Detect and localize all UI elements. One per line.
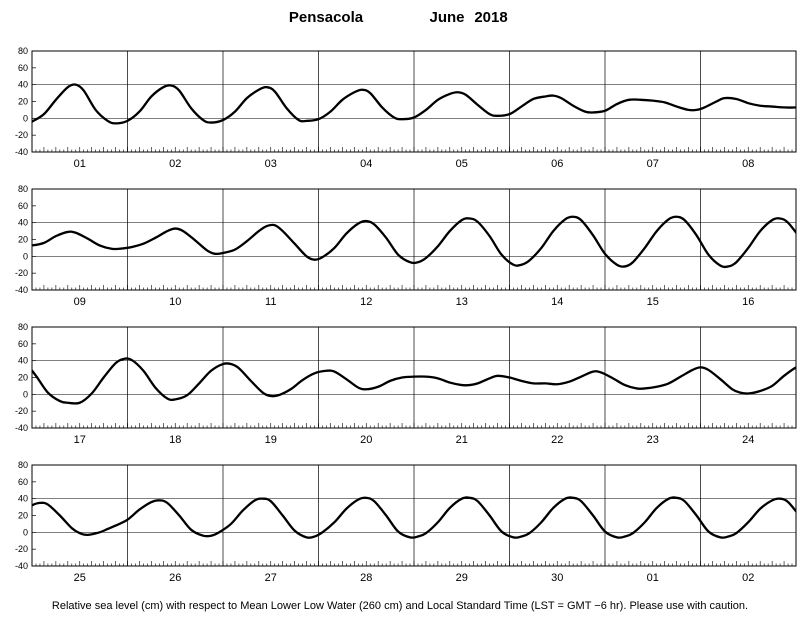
panel-4: -40 -20 0 20 40 60 80 25 26 27 28 29 30 01 02: [15, 460, 797, 584]
y-tick-label: 20: [18, 97, 28, 107]
day-label: 26: [169, 572, 181, 584]
day-label: 03: [265, 158, 277, 170]
y-tick-label: -40: [15, 285, 28, 295]
y-tick-label: 20: [18, 373, 28, 383]
day-label: 11: [265, 296, 276, 308]
day-label: 09: [74, 296, 86, 308]
day-label: 12: [360, 296, 372, 308]
y-tick-label: -20: [15, 406, 28, 416]
sea-level-line: [32, 83, 796, 125]
day-label: 13: [456, 296, 468, 308]
y-tick-label: 80: [18, 46, 28, 56]
y-tick-label: -20: [15, 544, 28, 554]
y-tick-label: 60: [18, 201, 28, 211]
day-label: 10: [169, 296, 181, 308]
day-label: 19: [265, 434, 277, 446]
day-label: 23: [647, 434, 659, 446]
day-label: 07: [647, 158, 659, 170]
day-label: 25: [74, 572, 86, 584]
month-title: June: [429, 9, 464, 26]
y-tick-label: -40: [15, 423, 28, 433]
y-tick-label: 60: [18, 339, 28, 349]
day-label: 04: [360, 158, 372, 170]
y-tick-label: 0: [23, 251, 28, 261]
y-tick-label: 0: [23, 389, 28, 399]
day-label: 08: [742, 158, 754, 170]
y-tick-label: 80: [18, 322, 28, 332]
day-label: 02: [169, 158, 181, 170]
day-label: 21: [456, 434, 468, 446]
day-label: 30: [551, 572, 563, 584]
y-tick-label: -40: [15, 561, 28, 571]
y-tick-label: 40: [18, 218, 28, 228]
y-tick-label: 80: [18, 460, 28, 470]
day-label: 01: [647, 572, 659, 584]
panel-1: -40 -20 0 20 40 60 80 01 02 03 04 05 06 07 08: [15, 46, 797, 170]
year-title: 2018: [474, 9, 507, 26]
y-tick-label: 20: [18, 511, 28, 521]
station-title: Pensacola: [289, 9, 364, 26]
day-label: 06: [551, 158, 563, 170]
y-tick-label: 80: [18, 184, 28, 194]
day-label: 20: [360, 434, 372, 446]
y-tick-label: -20: [15, 130, 28, 140]
y-tick-label: -40: [15, 147, 28, 157]
day-label: 27: [265, 572, 277, 584]
sea-level-line: [32, 215, 796, 269]
day-label: 28: [360, 572, 372, 584]
panel-2: -40 -20 0 20 40 60 80 09 10 11 12 13 14 15 16: [15, 184, 797, 308]
y-tick-label: 60: [18, 63, 28, 73]
y-tick-label: 0: [23, 113, 28, 123]
y-tick-label: 20: [18, 235, 28, 245]
day-label: 18: [169, 434, 181, 446]
y-tick-label: 60: [18, 477, 28, 487]
y-tick-label: 40: [18, 494, 28, 504]
day-label: 01: [74, 158, 86, 170]
y-tick-label: 40: [18, 356, 28, 366]
sea-level-line: [32, 496, 796, 539]
day-label: 14: [551, 296, 563, 308]
y-tick-label: 40: [18, 80, 28, 90]
day-label: 22: [551, 434, 563, 446]
sea-level-line: [32, 357, 796, 405]
day-label: 29: [456, 572, 468, 584]
day-label: 15: [647, 296, 659, 308]
day-label: 05: [456, 158, 468, 170]
y-tick-label: -20: [15, 268, 28, 278]
day-label: 02: [742, 572, 754, 584]
caption: Relative sea level (cm) with respect to …: [51, 600, 749, 612]
y-tick-label: 0: [23, 527, 28, 537]
panel-3: -40 -20 0 20 40 60 80 17 18 19 20 21 22 23 24: [15, 322, 797, 446]
day-label: 17: [74, 434, 86, 446]
day-label: 16: [742, 296, 754, 308]
day-label: 24: [742, 434, 754, 446]
